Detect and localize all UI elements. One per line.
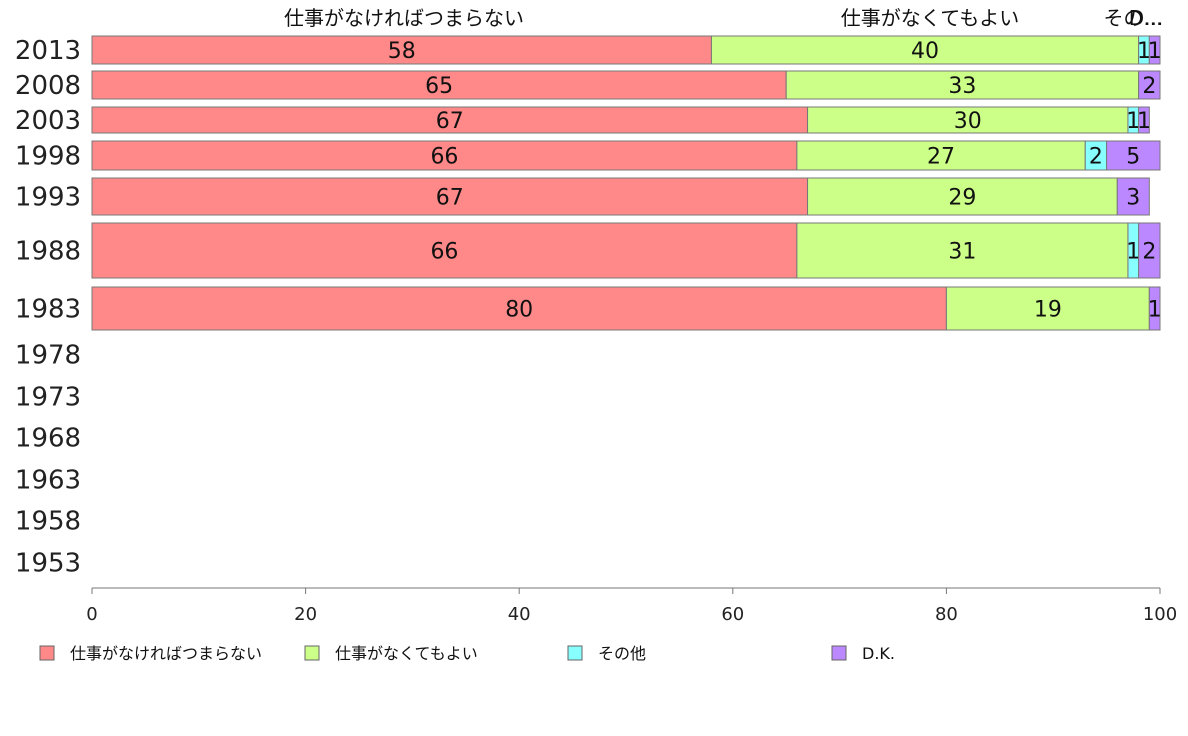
bar-value-label: 2 <box>1089 145 1103 170</box>
bar-segment <box>710 35 1140 65</box>
legend-swatch <box>304 645 320 661</box>
bar-segment <box>1138 70 1161 100</box>
bar-value-label: 1 <box>1148 298 1162 323</box>
legend-swatch <box>567 645 583 661</box>
x-tick-label: 60 <box>721 604 744 625</box>
bar-segment <box>807 106 1129 134</box>
x-tick-label: 20 <box>294 604 317 625</box>
top-series-label: 仕事がなくてもよい <box>841 6 1019 30</box>
legend-item: D.K. <box>831 644 895 663</box>
bar-segment <box>796 140 1086 171</box>
bar-value-label: 27 <box>927 145 955 170</box>
bar-value-label: 1 <box>1126 109 1140 134</box>
bar-row: 58 40 11 <box>91 35 1162 65</box>
bar-value-label: 67 <box>436 109 464 134</box>
bar-row: 66 27 2 5 <box>91 140 1161 171</box>
year-label: 1978 <box>15 341 81 371</box>
legend-item: その他 <box>567 644 646 663</box>
bar-segment <box>1148 35 1161 65</box>
legend-label: 仕事がなければつまらない <box>70 644 262 663</box>
bar-segment <box>91 106 809 134</box>
bar-segment <box>91 286 947 331</box>
year-label: 2003 <box>15 106 81 136</box>
legend-swatch <box>831 645 847 661</box>
bar-row: 65 33 2 <box>91 70 1161 100</box>
x-tick-label: 40 <box>508 604 531 625</box>
year-label: 1953 <box>15 549 81 579</box>
bar-value-label: 80 <box>505 298 533 323</box>
year-label: 2008 <box>15 71 81 101</box>
bar-value-label: 33 <box>948 74 976 99</box>
bar-segment <box>807 177 1118 216</box>
bar-value-label: 31 <box>948 240 976 265</box>
top-series-label: D... <box>1129 6 1163 30</box>
bar-value-label: 66 <box>430 145 458 170</box>
year-label: 1988 <box>15 237 81 267</box>
bar-segment <box>1106 140 1161 171</box>
bar-value-label: 3 <box>1126 186 1140 211</box>
year-axis-labels: 2013 2008 2003 1998 1993 1988 1983 1978 1973 1968… <box>15 36 81 579</box>
bar-value-label: 58 <box>388 39 416 64</box>
bar-segment <box>91 35 712 65</box>
legend-item: 仕事がなければつまらない <box>39 644 262 663</box>
bar-value-label: 40 <box>911 39 939 64</box>
legend-item: 仕事がなくてもよい <box>304 644 478 663</box>
year-label: 2013 <box>15 36 81 66</box>
bar-value-label: 67 <box>436 186 464 211</box>
bar-value-label: 66 <box>430 240 458 265</box>
legend-swatch <box>39 645 55 661</box>
year-label: 1973 <box>15 383 81 413</box>
top-category-labels: 仕事がなければつまらない 仕事がなくてもよい その...D... <box>284 6 1163 30</box>
bar-segment <box>945 286 1150 331</box>
x-tick-label: 100 <box>1143 604 1177 625</box>
bar-value-label: 65 <box>425 74 453 99</box>
bar-segment <box>1138 222 1161 279</box>
top-series-label: その... <box>1103 6 1162 30</box>
x-tick-label: 80 <box>935 604 958 625</box>
legend-label: D.K. <box>862 644 895 663</box>
year-label: 1958 <box>15 507 81 537</box>
bar-segment <box>91 140 798 171</box>
bar-value-label: 19 <box>1034 298 1062 323</box>
bar-segment <box>1138 106 1150 134</box>
legend: 仕事がなければつまらない 仕事がなくてもよい その他 D.K. <box>39 644 895 663</box>
bar-value-label: 1 <box>1126 240 1140 265</box>
bar-value-label: 2 <box>1142 240 1156 265</box>
legend-label: その他 <box>598 644 646 663</box>
bar-segment <box>1116 177 1150 216</box>
bar-segment <box>91 177 809 216</box>
bar-value-label: 1 <box>1148 39 1162 64</box>
year-label: 1963 <box>15 466 81 496</box>
bar-row: 67 30 11 <box>91 106 1151 134</box>
bar-value-label: 2 <box>1142 74 1156 99</box>
bar-value-label: 29 <box>948 186 976 211</box>
year-label: 1998 <box>15 142 81 172</box>
year-label: 1983 <box>15 295 81 325</box>
bar-row: 67 29 3 <box>91 177 1150 216</box>
top-series-label: 仕事がなければつまらない <box>284 6 524 30</box>
x-tick-label: 0 <box>86 604 97 625</box>
bar-row: 80 19 1 <box>91 286 1162 331</box>
bar-segment <box>796 222 1129 279</box>
bar-value-label: 1 <box>1137 109 1151 134</box>
year-label: 1993 <box>15 183 81 213</box>
legend-label: 仕事がなくてもよい <box>335 644 478 663</box>
year-label: 1968 <box>15 424 81 454</box>
bar-row: 66 31 1 2 <box>91 222 1161 279</box>
bar-value-label: 1 <box>1137 39 1151 64</box>
bar-value-label: 30 <box>954 109 982 134</box>
x-axis: 0 20 40 60 80 100 <box>86 587 1177 625</box>
bar-segment <box>1148 286 1161 331</box>
bar-value-label: 5 <box>1126 145 1140 170</box>
